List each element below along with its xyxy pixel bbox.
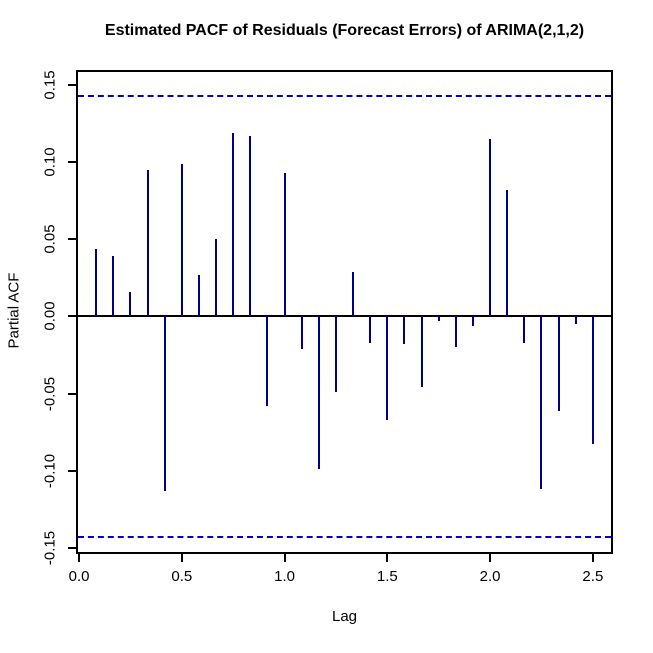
pacf-spike <box>317 316 320 470</box>
pacf-spike <box>471 316 474 326</box>
y-tick <box>68 469 76 472</box>
pacf-spike <box>437 316 440 322</box>
pacf-spike <box>163 316 166 491</box>
y-tick <box>68 392 76 395</box>
y-tick <box>68 83 76 86</box>
pacf-spike <box>540 316 543 490</box>
pacf-spike <box>129 291 132 317</box>
x-tick-label: 1.0 <box>274 568 296 585</box>
x-tick <box>180 554 183 562</box>
x-tick-label: 2.5 <box>582 568 604 585</box>
y-tick-label: 0.00 <box>41 301 59 331</box>
pacf-spike <box>454 316 457 348</box>
pacf-spike <box>180 163 183 317</box>
chart-title: Estimated PACF of Residuals (Forecast Er… <box>104 22 585 39</box>
y-tick <box>68 315 76 318</box>
pacf-spike <box>283 172 286 317</box>
x-axis-label: Lag <box>331 608 358 625</box>
x-tick-label: 1.5 <box>376 568 398 585</box>
pacf-spike <box>420 316 423 388</box>
y-tick-label: -0.05 <box>41 376 59 411</box>
pacf-spike <box>197 274 200 317</box>
x-tick <box>78 554 81 562</box>
pacf-spike <box>523 316 526 343</box>
y-tick <box>68 546 76 549</box>
pacf-spike <box>300 316 303 349</box>
pacf-spike <box>557 316 560 411</box>
pacf-spike <box>574 316 577 325</box>
y-tick-label: -0.10 <box>41 453 59 488</box>
pacf-spike <box>249 135 252 317</box>
pacf-spike <box>386 316 389 420</box>
ci-line-upper <box>78 94 611 97</box>
pacf-spike <box>506 189 509 317</box>
pacf-spike <box>146 169 149 317</box>
pacf-spike <box>95 248 98 317</box>
x-tick <box>386 554 389 562</box>
x-tick <box>489 554 492 562</box>
y-tick-label: 0.15 <box>41 70 59 100</box>
y-tick-label: -0.15 <box>41 530 59 565</box>
pacf-spike <box>352 271 355 317</box>
pacf-spike <box>112 256 115 317</box>
x-tick-label: 2.0 <box>479 568 501 585</box>
y-axis-label: Partial ACF <box>5 272 23 349</box>
x-tick <box>283 554 286 562</box>
x-tick-label: 0.0 <box>68 568 90 585</box>
x-tick-label: 0.5 <box>171 568 193 585</box>
y-tick <box>68 238 76 241</box>
pacf-spike <box>591 316 594 445</box>
x-tick <box>591 554 594 562</box>
pacf-spike <box>215 239 218 317</box>
pacf-spike <box>369 316 372 343</box>
y-tick-label: 0.10 <box>41 147 59 177</box>
pacf-spike <box>403 316 406 345</box>
y-tick-label: 0.05 <box>41 224 59 254</box>
ci-line-lower <box>78 536 611 539</box>
pacf-spike <box>266 316 269 406</box>
y-tick <box>68 161 76 164</box>
plot-box <box>76 70 613 554</box>
pacf-spike <box>232 132 235 317</box>
pacf-spike <box>489 138 492 317</box>
zero-line <box>76 315 613 318</box>
pacf-spike <box>334 316 337 392</box>
